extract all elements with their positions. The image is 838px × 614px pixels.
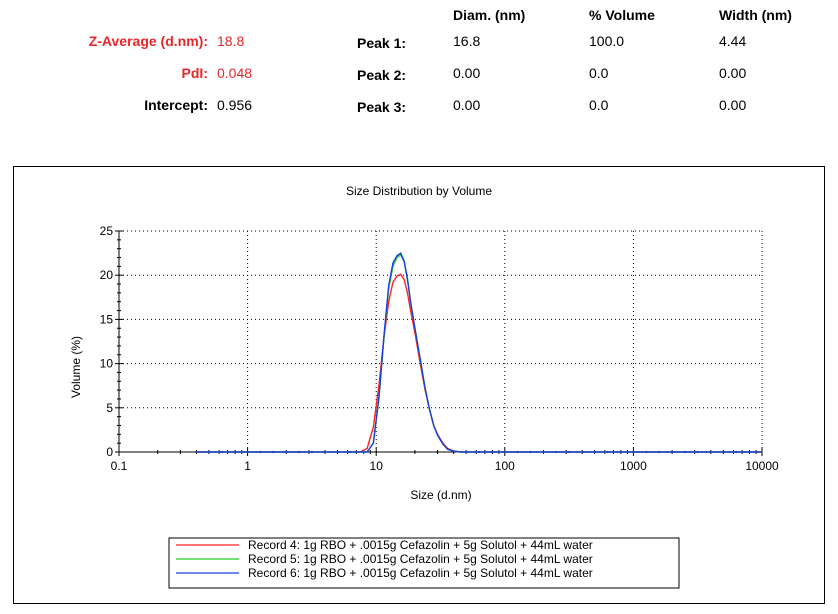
grid-lines <box>119 230 763 452</box>
header-diam: Diam. (nm) <box>453 7 526 23</box>
series-marker <box>696 450 699 454</box>
series-marker <box>490 450 494 454</box>
series-marker <box>632 450 635 454</box>
x-tick-label: 1 <box>244 459 251 473</box>
axes <box>115 230 763 456</box>
peak-3-diam: 0.00 <box>453 97 481 113</box>
series-marker <box>645 450 648 454</box>
series-marker <box>542 450 545 454</box>
peak-2-label: Peak 2: <box>357 67 407 83</box>
series-marker <box>220 450 223 454</box>
series-marker <box>336 450 339 454</box>
peak-1-label: Peak 1: <box>357 35 407 51</box>
series-marker <box>246 450 249 454</box>
peak-2-volume: 0.0 <box>589 65 609 81</box>
z-average-value: 18.8 <box>217 33 245 49</box>
series-marker <box>516 450 519 454</box>
legend-entry: Record 4: 1g RBO + .0015g Cefazolin + 5g… <box>248 538 593 552</box>
legend-entry: Record 5: 1g RBO + .0015g Cefazolin + 5g… <box>248 552 593 566</box>
series-marker <box>477 450 481 454</box>
series-marker <box>658 450 661 454</box>
pdi-label: PdI: <box>181 65 208 81</box>
series-marker <box>285 450 288 454</box>
intercept-label: Intercept: <box>144 97 208 113</box>
series-marker <box>735 450 738 454</box>
series-line-record-6 <box>196 252 762 453</box>
legend-box <box>168 537 680 589</box>
peak-1-diam: 16.8 <box>453 33 481 49</box>
series-lines <box>196 252 762 454</box>
series-marker <box>709 450 712 454</box>
series-marker <box>619 450 622 454</box>
series-marker <box>207 450 211 454</box>
z-average-label: Z-Average (d.nm): <box>88 33 208 49</box>
peak-1-volume: 100.0 <box>589 33 625 49</box>
legend: Record 4: 1g RBO + .0015g Cefazolin + 5g… <box>168 537 680 589</box>
pdi-value: 0.048 <box>217 65 253 81</box>
series-marker <box>323 450 326 454</box>
peak-1-width: 4.44 <box>719 33 747 49</box>
tick-labels: 0.1 1 10 100 1000 10000 0 5 10 15 20 25 <box>100 224 779 473</box>
series-marker <box>272 450 275 454</box>
peak-3-label: Peak 3: <box>357 99 407 115</box>
size-distribution-chart: Size Distribution by Volume 0.1 1 10 100 100… <box>69 184 779 589</box>
legend-entry: Record 6: 1g RBO + .0015g Cefazolin + 5g… <box>248 566 593 580</box>
series-marker <box>259 450 262 454</box>
y-tick-label: 0 <box>106 445 113 459</box>
series-marker <box>593 450 596 454</box>
y-tick-label: 15 <box>100 312 114 326</box>
series-marker <box>606 450 609 454</box>
peak-2-diam: 0.00 <box>453 65 481 81</box>
x-tick-label: 1000 <box>620 459 647 473</box>
series-marker <box>503 450 506 454</box>
series-line-record-5 <box>196 253 762 453</box>
series-marker <box>297 450 301 454</box>
header-volume: % Volume <box>589 7 655 23</box>
x-tick-label: 10 <box>370 459 384 473</box>
x-tick-label: 100 <box>495 459 515 473</box>
chart-panel: Size Distribution by Volume 0.1 1 10 100 100… <box>13 166 825 604</box>
y-tick-label: 25 <box>100 224 114 238</box>
peak-3-volume: 0.0 <box>589 97 609 113</box>
chart-title: Size Distribution by Volume <box>346 184 492 198</box>
y-tick-label: 20 <box>100 268 114 282</box>
series-marker <box>465 450 468 454</box>
series-marker <box>748 450 751 454</box>
series-marker <box>683 450 686 454</box>
header-width: Width (nm) <box>719 7 792 23</box>
series-marker <box>529 450 532 454</box>
intercept-value: 0.956 <box>217 97 253 113</box>
y-axis-label: Volume (%) <box>69 336 83 398</box>
y-tick-label: 5 <box>106 401 113 415</box>
x-tick-label: 0.1 <box>111 459 128 473</box>
series-marker <box>568 450 571 454</box>
peak-3-width: 0.00 <box>719 97 747 113</box>
series-marker <box>349 450 352 454</box>
series-marker <box>555 450 558 454</box>
series-marker <box>722 450 725 454</box>
y-tick-label: 10 <box>100 357 114 371</box>
peak-2-width: 0.00 <box>719 65 747 81</box>
x-axis-label: Size (d.nm) <box>410 488 471 502</box>
series-marker <box>670 450 674 454</box>
x-tick-label: 10000 <box>745 459 779 473</box>
series-marker <box>310 450 313 454</box>
series-marker <box>580 450 584 454</box>
series-marker <box>233 450 236 454</box>
